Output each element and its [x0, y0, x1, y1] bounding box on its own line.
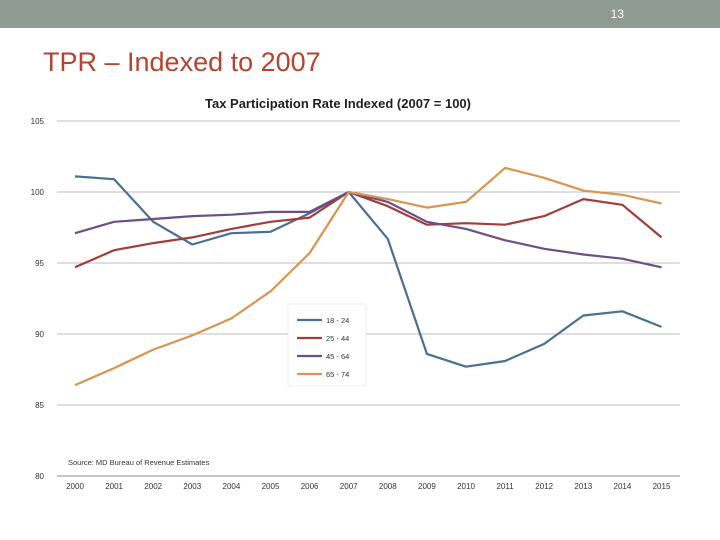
series-line-3 — [74, 166, 662, 387]
x-tick-label: 2013 — [574, 482, 592, 491]
legend-label: 25 - 44 — [326, 334, 349, 343]
x-tick-label: 2004 — [223, 482, 241, 491]
x-tick-label: 2005 — [262, 482, 280, 491]
legend-label: 18 - 24 — [326, 316, 349, 325]
slide-number: 13 — [610, 7, 624, 21]
x-tick-label: 2014 — [614, 482, 632, 491]
y-tick-label: 95 — [35, 259, 44, 268]
top-bar: 13 — [0, 0, 720, 28]
legend-box — [287, 303, 367, 387]
x-tick-label: 2002 — [144, 482, 162, 491]
x-tick-label: 2010 — [457, 482, 475, 491]
legend-label: 65 - 74 — [326, 370, 349, 379]
x-tick-label: 2008 — [379, 482, 397, 491]
x-tick-label: 2001 — [105, 482, 123, 491]
x-tick-label: 2015 — [653, 482, 671, 491]
series-line-0 — [74, 175, 662, 368]
chart: Tax Participation Rate Indexed (2007 = 1… — [31, 96, 680, 491]
slide-title: TPR – Indexed to 2007 — [43, 47, 321, 77]
legend-label: 45 - 64 — [326, 352, 349, 361]
y-tick-label: 90 — [35, 330, 44, 339]
chart-title: Tax Participation Rate Indexed (2007 = 1… — [205, 96, 471, 111]
y-tick-label: 100 — [31, 188, 45, 197]
chart-source: Source: MD Bureau of Revenue Estimates — [68, 458, 210, 467]
x-tick-label: 2003 — [183, 482, 201, 491]
x-tick-label: 2006 — [301, 482, 319, 491]
x-tick-label: 2011 — [496, 482, 514, 491]
x-tick-label: 2009 — [418, 482, 436, 491]
series-line-2 — [74, 190, 662, 269]
x-tick-label: 2000 — [66, 482, 84, 491]
x-tick-label: 2007 — [340, 482, 358, 491]
y-tick-label: 80 — [35, 472, 44, 481]
y-tick-label: 85 — [35, 401, 44, 410]
series-line-1 — [74, 190, 663, 269]
x-tick-label: 2012 — [535, 482, 553, 491]
y-tick-label: 105 — [31, 117, 45, 126]
